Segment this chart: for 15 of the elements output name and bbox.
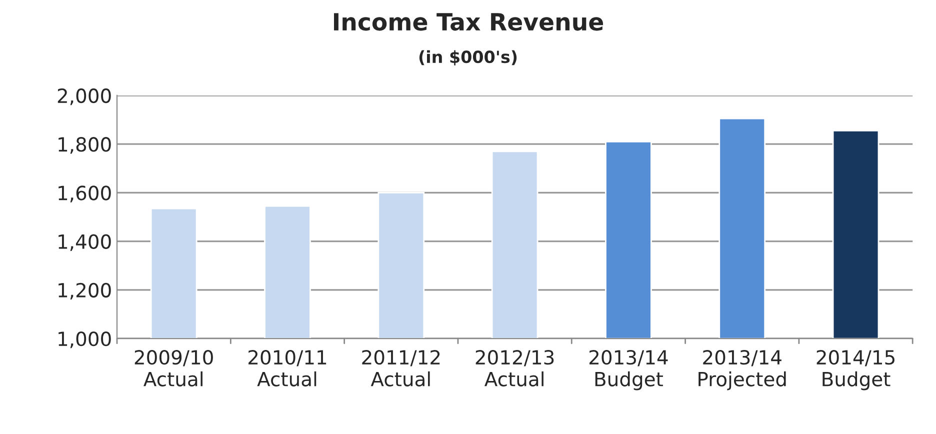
chart-subtitle: (in $000's) (419, 50, 517, 66)
x-tick-label: 2013/14 Projected (698, 350, 786, 390)
x-tick-label: 2009/10 Actual (134, 350, 213, 386)
x-tick-label: 2013/14 Budget (589, 350, 668, 390)
y-tick-label: 2,000 (58, 88, 111, 106)
x-tick-label: 2014/15 Budget (816, 350, 894, 390)
y-tick-label: 1,800 (58, 137, 111, 154)
y-tick-label: 1,400 (58, 234, 111, 251)
chart-title: Income Tax Revenue (334, 13, 604, 31)
y-tick-label: 1,600 (58, 186, 111, 202)
x-tick-label: 2012/13 Actual (476, 350, 554, 386)
x-tick-label: 2011/12 Actual (362, 350, 440, 386)
y-tick-label: 1,000 (58, 331, 111, 348)
x-tick-label: 2010/11 Actual (248, 350, 326, 386)
y-tick-label: 1,200 (58, 282, 111, 300)
